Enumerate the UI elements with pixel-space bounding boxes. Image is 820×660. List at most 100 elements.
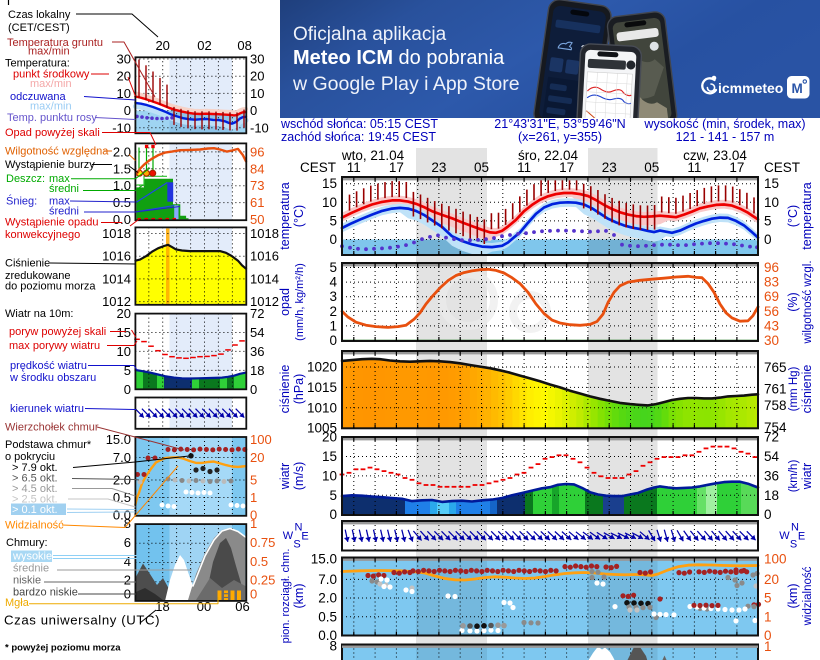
svg-text:43: 43 bbox=[764, 318, 779, 333]
svg-text:śro, 22.04: śro, 22.04 bbox=[518, 148, 579, 163]
svg-text:Meteo ICM do pobrania: Meteo ICM do pobrania bbox=[293, 47, 505, 69]
svg-text:max/min: max/min bbox=[28, 46, 70, 58]
svg-text:0: 0 bbox=[764, 507, 772, 522]
svg-text:5: 5 bbox=[329, 488, 337, 503]
svg-text:72: 72 bbox=[764, 430, 779, 445]
svg-text:0: 0 bbox=[764, 232, 772, 247]
svg-text:wschód słońca: 05:15 CEST: wschód słońca: 05:15 CEST bbox=[280, 117, 438, 131]
svg-text:> 0.1 okt.: > 0.1 okt. bbox=[12, 504, 58, 516]
svg-text:1: 1 bbox=[764, 639, 772, 654]
svg-text:758: 758 bbox=[764, 398, 787, 413]
svg-text:wiatr: wiatr bbox=[800, 463, 814, 490]
svg-text:4: 4 bbox=[124, 554, 131, 569]
svg-text:0.75: 0.75 bbox=[250, 535, 275, 550]
svg-text:00: 00 bbox=[197, 599, 211, 614]
svg-text:Wilgotność względna: Wilgotność względna bbox=[5, 146, 109, 158]
svg-text:10: 10 bbox=[250, 86, 264, 101]
svg-text:Chmury:: Chmury: bbox=[6, 537, 48, 549]
svg-text:(mm Hg): (mm Hg) bbox=[788, 366, 800, 411]
svg-text:83: 83 bbox=[764, 275, 779, 290]
svg-text:widzialność: widzialność bbox=[802, 566, 814, 626]
svg-text:wto, 21.04: wto, 21.04 bbox=[341, 148, 405, 163]
svg-text:Temperatura:: Temperatura: bbox=[5, 58, 70, 70]
svg-text:1012: 1012 bbox=[102, 294, 131, 309]
svg-text:5: 5 bbox=[329, 213, 337, 228]
svg-text:61: 61 bbox=[250, 195, 264, 210]
svg-text:1.5: 1.5 bbox=[113, 161, 131, 176]
svg-text:54: 54 bbox=[764, 449, 780, 464]
svg-text:średnie: średnie bbox=[13, 563, 49, 575]
svg-text:6: 6 bbox=[124, 535, 131, 550]
svg-text:100: 100 bbox=[764, 552, 787, 567]
svg-text:konwekcyjnego: konwekcyjnego bbox=[5, 229, 80, 241]
svg-text:0.5: 0.5 bbox=[318, 609, 337, 624]
svg-text:max porywy wiatru: max porywy wiatru bbox=[9, 340, 100, 352]
svg-text:2: 2 bbox=[124, 573, 131, 588]
svg-text:10: 10 bbox=[117, 344, 131, 359]
svg-text:S: S bbox=[790, 539, 797, 551]
svg-text:Deszcz:: Deszcz: bbox=[6, 173, 45, 185]
svg-text:0: 0 bbox=[329, 507, 337, 522]
svg-text:1016: 1016 bbox=[250, 249, 279, 264]
svg-text:15: 15 bbox=[117, 325, 131, 340]
svg-text:ciśnienie: ciśnienie bbox=[278, 365, 292, 414]
svg-text:23: 23 bbox=[602, 160, 617, 175]
svg-text:bardzo niskie: bardzo niskie bbox=[13, 587, 78, 599]
svg-text:zachód słońca: 19:45 CEST: zachód słońca: 19:45 CEST bbox=[281, 130, 436, 144]
svg-text:84: 84 bbox=[250, 161, 264, 176]
svg-text:72: 72 bbox=[250, 306, 264, 321]
svg-text:1005: 1005 bbox=[307, 421, 337, 436]
svg-text:Czas lokalny: Czas lokalny bbox=[8, 9, 71, 21]
svg-text:max: max bbox=[49, 196, 70, 208]
svg-text:15.0: 15.0 bbox=[106, 432, 131, 447]
svg-text:0.0: 0.0 bbox=[113, 508, 131, 523]
svg-text:w Google Play i App Store: w Google Play i App Store bbox=[292, 73, 520, 95]
svg-text:prędkość wiatru: prędkość wiatru bbox=[10, 360, 87, 372]
svg-text:100: 100 bbox=[250, 432, 272, 447]
svg-text:E: E bbox=[798, 531, 805, 543]
svg-text:(km): (km) bbox=[292, 584, 306, 609]
svg-text:icmmeteo: icmmeteo bbox=[718, 80, 783, 96]
svg-text:CEST: CEST bbox=[764, 160, 800, 175]
svg-text:(CET/CEST): (CET/CEST) bbox=[8, 22, 70, 34]
svg-text:02: 02 bbox=[197, 38, 211, 53]
svg-text:96: 96 bbox=[250, 144, 264, 159]
svg-text:punkt środkowy: punkt środkowy bbox=[13, 69, 90, 81]
svg-text:8: 8 bbox=[329, 639, 337, 654]
svg-text:15.0: 15.0 bbox=[311, 552, 337, 567]
svg-text:Temp. punktu rosy: Temp. punktu rosy bbox=[7, 112, 97, 124]
svg-text:1018: 1018 bbox=[102, 226, 131, 241]
svg-text:(mm/h, kg/m²/h): (mm/h, kg/m²/h) bbox=[294, 263, 306, 341]
svg-text:> 4.5 okt.: > 4.5 okt. bbox=[12, 483, 58, 495]
svg-text:niskie: niskie bbox=[13, 575, 41, 587]
svg-text:1012: 1012 bbox=[250, 294, 279, 309]
svg-text:18: 18 bbox=[250, 363, 264, 378]
svg-text:2.0: 2.0 bbox=[318, 591, 337, 606]
svg-text:2.0: 2.0 bbox=[113, 144, 131, 159]
svg-text:36: 36 bbox=[764, 468, 779, 483]
svg-text:1018: 1018 bbox=[250, 226, 279, 241]
svg-text:754: 754 bbox=[764, 420, 787, 435]
svg-text:10: 10 bbox=[117, 86, 131, 101]
svg-text:20: 20 bbox=[155, 38, 169, 53]
svg-text:wysokość (min, środek, max): wysokość (min, środek, max) bbox=[643, 117, 805, 131]
svg-text:w środku obszaru: w środku obszaru bbox=[9, 372, 96, 384]
svg-text:1014: 1014 bbox=[250, 271, 279, 286]
svg-text:23: 23 bbox=[431, 160, 446, 175]
svg-text:W: W bbox=[283, 530, 294, 542]
svg-text:20: 20 bbox=[764, 572, 779, 587]
svg-text:wysokie: wysokie bbox=[12, 551, 52, 563]
svg-text:10: 10 bbox=[764, 195, 779, 210]
svg-text:max/min: max/min bbox=[30, 101, 72, 113]
svg-text:4: 4 bbox=[329, 275, 337, 290]
svg-text:761: 761 bbox=[764, 382, 787, 397]
svg-text:0.25: 0.25 bbox=[250, 573, 275, 588]
svg-text:17: 17 bbox=[729, 160, 744, 175]
svg-text:56: 56 bbox=[764, 304, 779, 319]
svg-text:0: 0 bbox=[250, 508, 257, 523]
svg-text:0: 0 bbox=[764, 628, 772, 643]
svg-text:Opad powyżej skali: Opad powyżej skali bbox=[5, 127, 100, 139]
svg-text:M: M bbox=[792, 81, 803, 96]
svg-text:5: 5 bbox=[124, 363, 131, 378]
svg-text:E: E bbox=[301, 531, 308, 543]
